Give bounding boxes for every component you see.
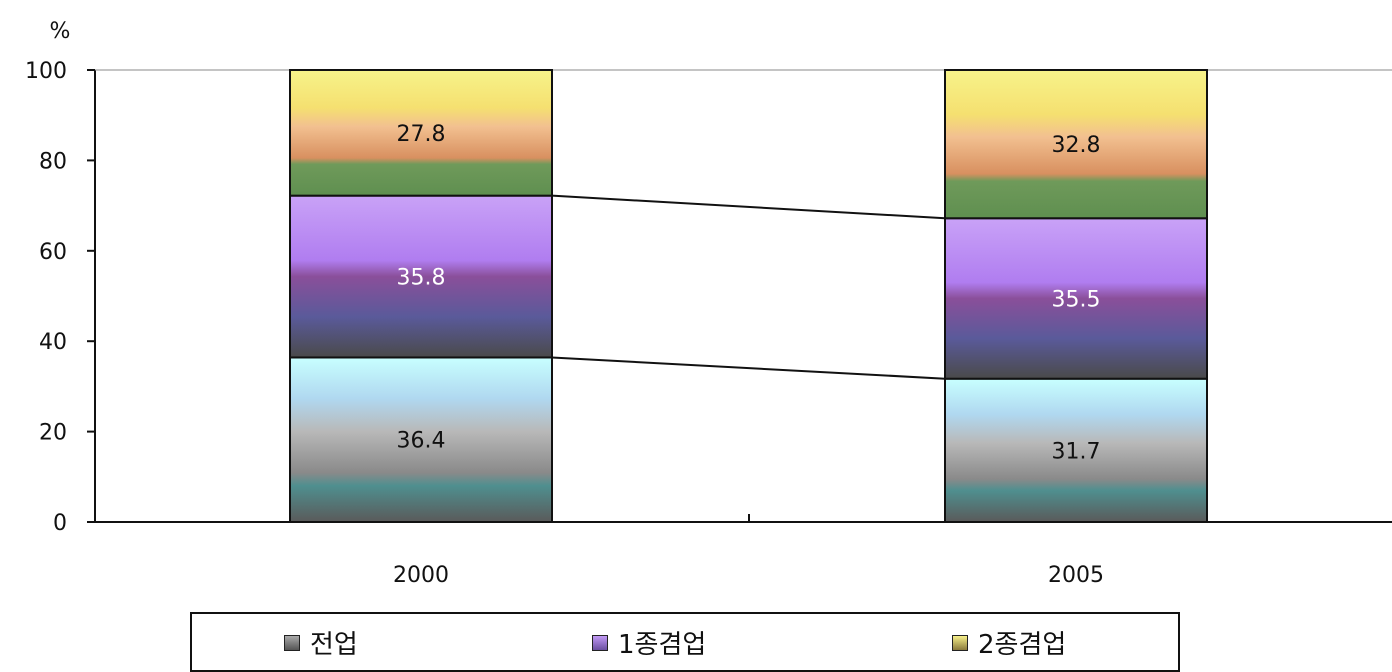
legend-swatch-series-1 bbox=[284, 634, 300, 651]
data-label: 32.8 bbox=[1052, 133, 1101, 158]
legend-label-series-1: 전업 bbox=[310, 630, 358, 660]
legend-swatch-series-2 bbox=[592, 634, 608, 651]
y-axis-unit-label: % bbox=[50, 19, 71, 44]
x-tick-label: 2005 bbox=[1048, 563, 1104, 588]
series-connector-lines bbox=[551, 194, 946, 380]
legend-item-series-2: 1종겸업 bbox=[592, 624, 706, 661]
y-tick-label: 20 bbox=[39, 421, 67, 446]
legend-label-series-2: 1종겸업 bbox=[618, 630, 707, 660]
legend: 전업 1종겸업 2종겸업 bbox=[190, 612, 1180, 672]
legend-label-series-3: 2종겸업 bbox=[978, 630, 1067, 660]
legend-item-series-3: 2종겸업 bbox=[952, 624, 1066, 661]
bar-segment bbox=[944, 377, 1208, 523]
bar-segment bbox=[944, 217, 1208, 380]
bar-segment bbox=[289, 194, 553, 359]
data-label: 35.8 bbox=[397, 266, 446, 291]
data-label: 27.8 bbox=[397, 122, 446, 147]
data-label: 31.7 bbox=[1052, 439, 1101, 464]
data-label: 35.5 bbox=[1052, 287, 1101, 312]
y-tick-label: 100 bbox=[25, 59, 67, 84]
data-label: 36.4 bbox=[397, 429, 446, 454]
series-connector-line bbox=[551, 356, 946, 380]
bar-segment bbox=[289, 69, 553, 197]
bar-segment bbox=[944, 69, 1208, 220]
legend-swatch-series-3 bbox=[952, 634, 968, 651]
legend-item-series-1: 전업 bbox=[284, 624, 358, 661]
y-tick-label: 60 bbox=[39, 240, 67, 265]
y-tick-label: 0 bbox=[53, 511, 67, 536]
x-axis: 2000 2005 bbox=[95, 514, 1392, 588]
bars: 36.4 35.8 27.8 31.7 35.5 32.8 bbox=[289, 69, 1208, 523]
y-tick-label: 40 bbox=[39, 330, 67, 355]
x-tick-label: 2000 bbox=[393, 563, 449, 588]
y-tick-label: 80 bbox=[39, 149, 67, 174]
series-connector-line bbox=[551, 194, 946, 220]
